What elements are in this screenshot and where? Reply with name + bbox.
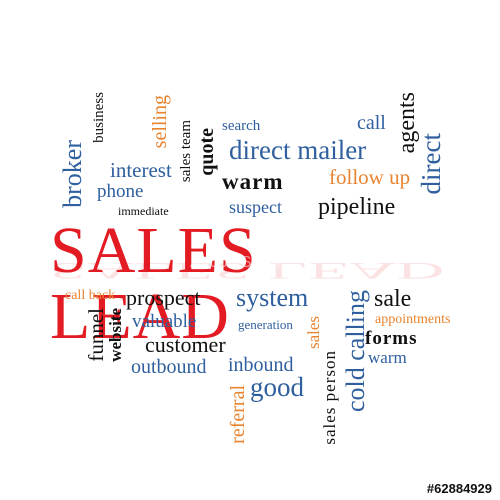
word-good: good (250, 372, 304, 402)
word-phone: phone (97, 181, 144, 202)
title-block: SALES LEAD SALES LEAD (50, 218, 450, 350)
word-outbound: outbound (131, 356, 207, 378)
word-quote: quote (196, 128, 218, 176)
word-business: business (91, 92, 107, 143)
word-inbound: inbound (228, 354, 294, 376)
word-funnel: funnel (84, 308, 108, 362)
watermark: Adobe Stock (190, 254, 281, 271)
word-direct: direct (416, 133, 446, 195)
word-broker: broker (58, 140, 87, 208)
word-referral: referral (227, 385, 249, 444)
word-appointments: appointments (375, 312, 451, 327)
word-direct-mailer: direct mailer (229, 135, 367, 165)
word-prospect: prospect (126, 285, 201, 310)
word-generation: generation (238, 317, 293, 332)
word-website: website (106, 308, 125, 362)
word-warm-top: warm (222, 169, 284, 194)
word-call: call (357, 112, 386, 134)
word-customer: customer (145, 332, 226, 357)
word-suspect: suspect (229, 197, 282, 217)
title: SALES LEAD (50, 214, 257, 353)
word-valuable: valuable (132, 311, 197, 332)
word-cold-calling: cold calling (341, 290, 370, 413)
word-forms: forms (365, 328, 418, 349)
word-search: search (222, 118, 261, 134)
word-interest: interest (110, 158, 172, 182)
word-pipeline: pipeline (318, 194, 396, 220)
image-id: #62884929 (426, 481, 492, 496)
word-call-back: call back (65, 288, 116, 303)
word-system: system (236, 283, 309, 312)
word-immediate: immediate (118, 204, 169, 218)
word-follow-up: follow up (329, 165, 411, 189)
word-sales-team: sales team (178, 120, 194, 183)
word-selling: selling (149, 95, 171, 149)
word-warm-bottom: warm (368, 348, 407, 367)
stock-footer (0, 477, 500, 500)
word-sale: sale (374, 286, 412, 312)
word-sales-person: sales person (320, 350, 339, 445)
word-sales-vert: sales (304, 316, 323, 350)
